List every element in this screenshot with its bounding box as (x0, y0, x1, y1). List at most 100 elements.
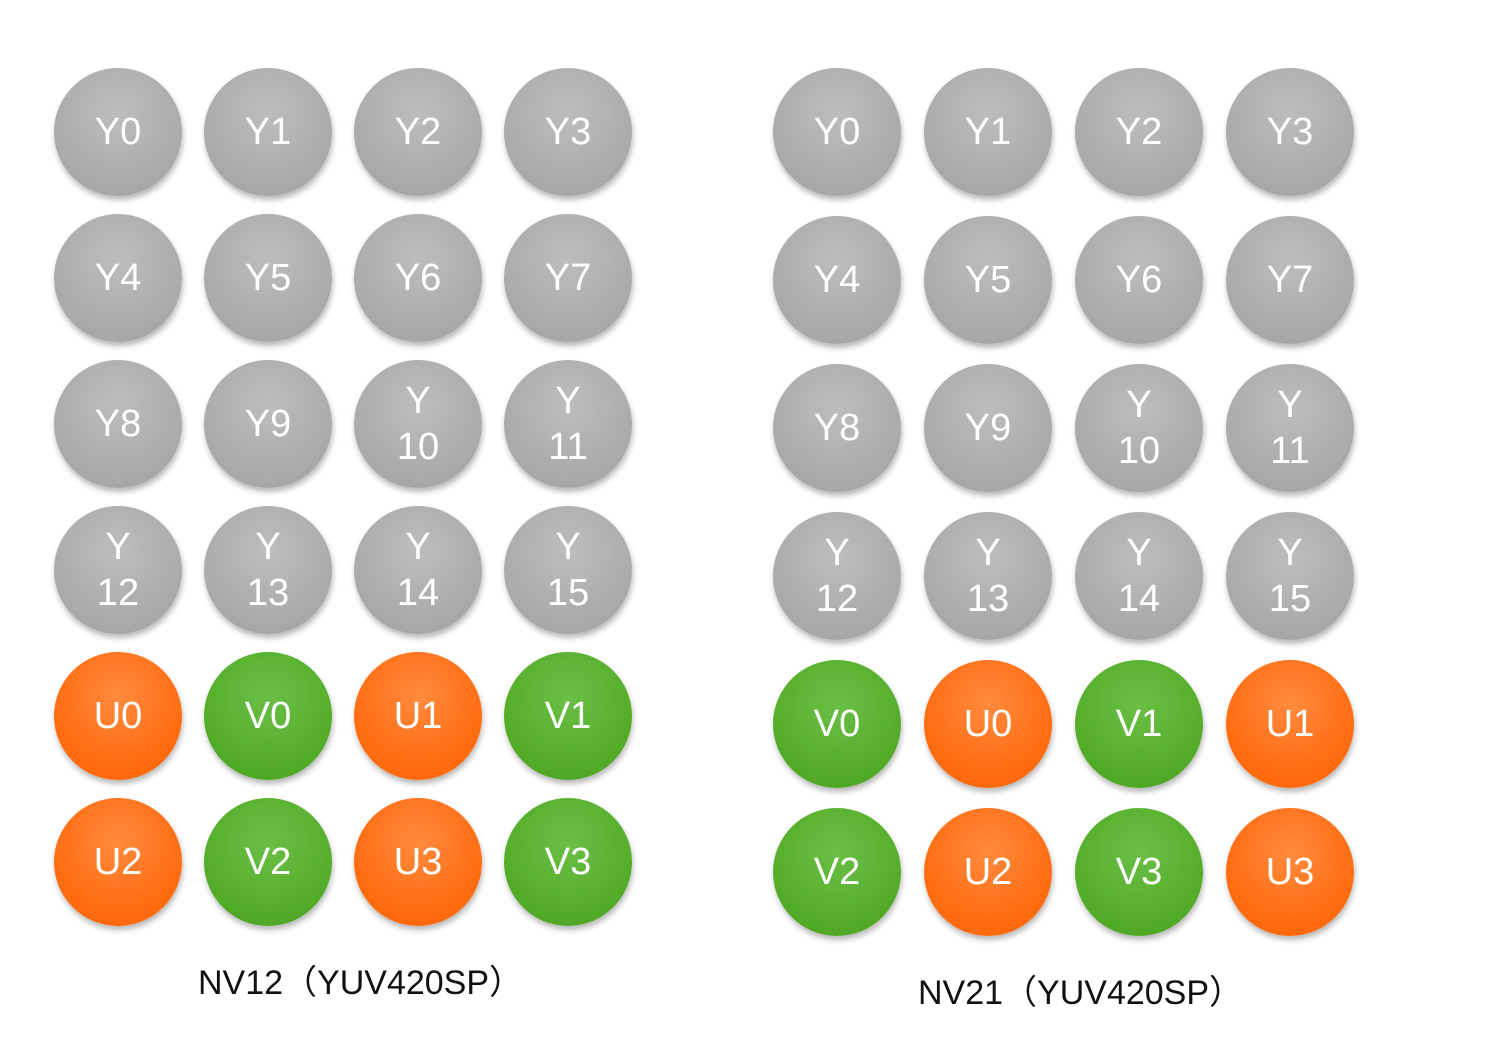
nv21-y5-sample: Y5 (924, 216, 1052, 344)
nv12-y4-sample: Y4 (54, 214, 182, 342)
nv21-caption: NV21（YUV420SP） (918, 974, 1244, 1012)
nv21-v3-sample: V3 (1075, 808, 1203, 936)
nv21-u0-sample: U0 (924, 660, 1052, 788)
nv21-u2-sample: U2 (924, 808, 1052, 936)
nv12-layout-panel: Y0 Y1 Y2 Y3 Y4 Y5 Y6 Y7 Y8 Y9 Y 10 Y 11 Y 12 Y 13 Y 14 Y 15 U0… (54, 68, 634, 928)
nv21-layout-panel: Y0 Y1 Y2 Y3 Y4 Y5 Y6 Y7 Y8 Y9 Y 10 Y 11 Y 12 Y 13 Y 14 Y 15 V0… (773, 68, 1354, 936)
nv12-sample-grid: Y0 Y1 Y2 Y3 Y4 Y5 Y6 Y7 Y8 Y9 Y 10 Y 11 Y 12 Y 13 Y 14 Y 15 U0… (54, 68, 634, 928)
sample-label: Y8 (813, 407, 861, 449)
sample-label: U2 (963, 851, 1013, 893)
nv12-y3-sample: Y3 (504, 68, 632, 196)
sample-label: U2 (93, 841, 143, 883)
sample-label: Y5 (244, 257, 292, 299)
nv21-y15-sample: Y 15 (1226, 512, 1354, 640)
nv12-y14-sample: Y 14 (354, 506, 482, 634)
nv12-y9-sample: Y9 (204, 360, 332, 488)
sample-label: U1 (393, 695, 443, 737)
sample-label: V1 (1115, 703, 1163, 745)
nv21-v1-sample: V1 (1075, 660, 1203, 788)
sample-label: Y2 (394, 111, 442, 153)
nv21-y10-sample: Y 10 (1075, 364, 1203, 492)
nv12-y5-sample: Y5 (204, 214, 332, 342)
sample-label: Y1 (244, 111, 292, 153)
sample-label: V2 (813, 851, 861, 893)
sample-label: Y (405, 380, 431, 422)
nv12-caption: NV12（YUV420SP） (198, 964, 524, 1002)
sample-label: 14 (396, 572, 440, 614)
nv21-y11-sample: Y 11 (1226, 364, 1354, 492)
sample-label: Y (1277, 532, 1303, 574)
nv21-v2-sample: V2 (773, 808, 901, 936)
sample-label: U0 (93, 695, 143, 737)
sample-label: Y (824, 532, 850, 574)
sample-label: 10 (1117, 430, 1161, 472)
sample-label: 11 (548, 426, 588, 468)
sample-label: U1 (1265, 703, 1315, 745)
nv12-v0-sample: V0 (204, 652, 332, 780)
nv12-u1-sample: U1 (354, 652, 482, 780)
nv12-y8-sample: Y8 (54, 360, 182, 488)
nv21-u3-sample: U3 (1226, 808, 1354, 936)
sample-label: 11 (1270, 430, 1310, 472)
nv21-y0-sample: Y0 (773, 68, 901, 196)
sample-label: Y3 (1266, 111, 1314, 153)
sample-label: 10 (396, 426, 440, 468)
sample-label: Y7 (1266, 259, 1314, 301)
sample-label: Y6 (1115, 259, 1163, 301)
nv12-v2-sample: V2 (204, 798, 332, 926)
nv12-v1-sample: V1 (504, 652, 632, 780)
sample-label: Y1 (964, 111, 1012, 153)
sample-label: 15 (546, 572, 590, 614)
nv21-v0-sample: V0 (773, 660, 901, 788)
nv12-y6-sample: Y6 (354, 214, 482, 342)
nv21-y2-sample: Y2 (1075, 68, 1203, 196)
sample-label: Y (1126, 532, 1152, 574)
sample-label: Y0 (94, 111, 142, 153)
sample-label: Y (105, 526, 131, 568)
nv21-y4-sample: Y4 (773, 216, 901, 344)
sample-label: Y9 (244, 403, 292, 445)
sample-label: Y (555, 526, 581, 568)
sample-label: Y2 (1115, 111, 1163, 153)
sample-label: Y (405, 526, 431, 568)
sample-label: Y (975, 532, 1001, 574)
sample-label: U0 (963, 703, 1013, 745)
sample-label: Y6 (394, 257, 442, 299)
sample-label: Y0 (813, 111, 861, 153)
sample-label: 12 (96, 572, 140, 614)
nv12-u0-sample: U0 (54, 652, 182, 780)
nv12-y7-sample: Y7 (504, 214, 632, 342)
nv12-y10-sample: Y 10 (354, 360, 482, 488)
nv12-u3-sample: U3 (354, 798, 482, 926)
nv12-u2-sample: U2 (54, 798, 182, 926)
nv21-y1-sample: Y1 (924, 68, 1052, 196)
sample-label: Y4 (813, 259, 861, 301)
sample-label: U3 (1265, 851, 1315, 893)
nv12-y0-sample: Y0 (54, 68, 182, 196)
sample-label: Y4 (94, 257, 142, 299)
sample-label: Y (555, 380, 581, 422)
sample-label: Y (255, 526, 281, 568)
nv21-y3-sample: Y3 (1226, 68, 1354, 196)
nv21-sample-grid: Y0 Y1 Y2 Y3 Y4 Y5 Y6 Y7 Y8 Y9 Y 10 Y 11 Y 12 Y 13 Y 14 Y 15 V0… (773, 68, 1354, 936)
sample-label: V0 (813, 703, 861, 745)
nv12-y11-sample: Y 11 (504, 360, 632, 488)
nv21-u1-sample: U1 (1226, 660, 1354, 788)
nv21-y6-sample: Y6 (1075, 216, 1203, 344)
nv21-y14-sample: Y 14 (1075, 512, 1203, 640)
sample-label: V1 (544, 695, 592, 737)
sample-label: Y9 (964, 407, 1012, 449)
sample-label: V3 (1115, 851, 1163, 893)
nv21-y7-sample: Y7 (1226, 216, 1354, 344)
sample-label: Y5 (964, 259, 1012, 301)
sample-label: Y (1126, 384, 1152, 426)
sample-label: 12 (815, 578, 859, 620)
sample-label: V2 (244, 841, 292, 883)
sample-label: Y (1277, 384, 1303, 426)
sample-label: Y3 (544, 111, 592, 153)
nv12-y13-sample: Y 13 (204, 506, 332, 634)
sample-label: Y7 (544, 257, 592, 299)
sample-label: 13 (966, 578, 1010, 620)
sample-label: 15 (1268, 578, 1312, 620)
nv12-y1-sample: Y1 (204, 68, 332, 196)
